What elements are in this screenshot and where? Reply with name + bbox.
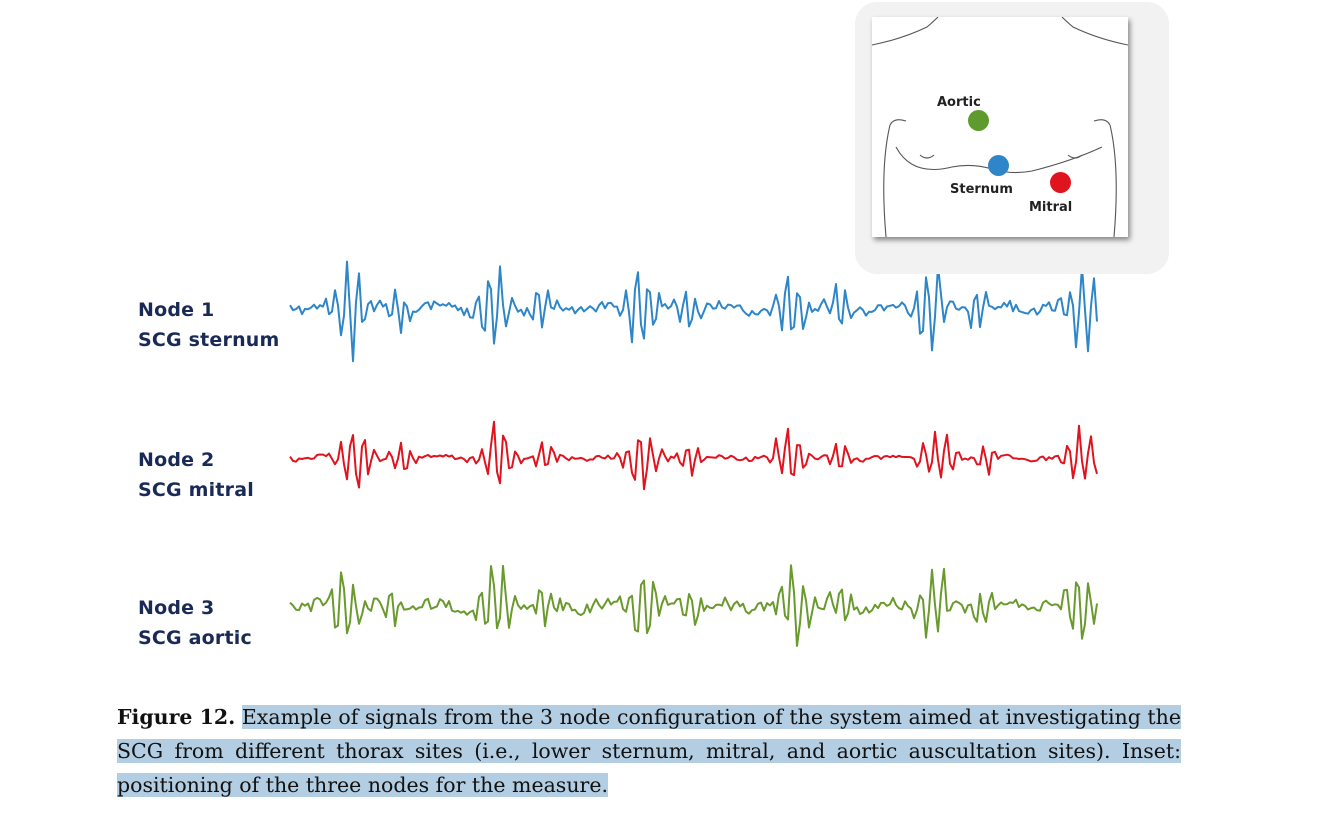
- figure-number: Figure 12.: [117, 705, 236, 729]
- sternum-node-marker: [988, 155, 1009, 176]
- scg-mitral-trace: [289, 420, 1098, 491]
- node-2-subtitle: SCG mitral: [138, 479, 254, 501]
- scg-aortic-trace: [289, 564, 1098, 647]
- node-2-label: Node 2 SCG mitral: [138, 445, 254, 505]
- node-3-subtitle: SCG aortic: [138, 627, 252, 649]
- node-1-subtitle: SCG sternum: [138, 329, 280, 351]
- scg-signal-traces: [289, 260, 1098, 647]
- mitral-site-label: Mitral: [1029, 200, 1073, 215]
- node-1-title: Node 1: [138, 299, 215, 321]
- node-1-label: Node 1 SCG sternum: [138, 295, 280, 355]
- figure-caption: Figure 12. Example of signals from the 3…: [117, 700, 1181, 802]
- node-2-title: Node 2: [138, 449, 215, 471]
- thorax-inset: Aortic Sternum Mitral: [872, 17, 1128, 237]
- scg-sternum-trace: [289, 260, 1098, 363]
- aortic-node-marker: [968, 110, 989, 131]
- sternum-site-label: Sternum: [950, 182, 1013, 197]
- mitral-node-marker: [1050, 172, 1071, 193]
- aortic-site-label: Aortic: [937, 95, 981, 110]
- figure-panel: Node 1 SCG sternum Node 2 SCG mitral Nod…: [138, 2, 1169, 653]
- thorax-outline-drawing: [872, 17, 1128, 237]
- node-3-label: Node 3 SCG aortic: [138, 593, 252, 653]
- caption-text: Example of signals from the 3 node confi…: [117, 705, 1181, 797]
- node-3-title: Node 3: [138, 597, 215, 619]
